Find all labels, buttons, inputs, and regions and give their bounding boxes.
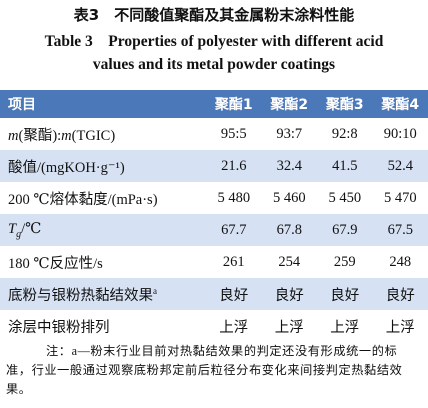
- label-part: /℃: [21, 220, 42, 237]
- value-cell: 93:7: [276, 125, 303, 142]
- table-row: 底粉与银粉热黏结效果a 良好 良好 良好 良好: [0, 278, 428, 310]
- label-part: g: [16, 228, 22, 240]
- label-part: (TGIC): [71, 127, 116, 144]
- footnote: 注：a—粉末行业目前对热黏结效果的判定还没有形成统一的标准，行业一般通过观察底粉…: [6, 344, 403, 396]
- value-cell: 67.7: [206, 214, 262, 246]
- label-part: T: [8, 220, 17, 237]
- row-label: 涂层中银粉排列: [8, 319, 110, 336]
- value-cell: 上浮: [274, 319, 304, 336]
- row-label: m(聚酯):m(TGIC): [0, 118, 206, 150]
- value-cell: 67.5: [372, 214, 428, 246]
- table-row: m(聚酯):m(TGIC) 95:5 93:7 92:8 90:10: [0, 118, 428, 150]
- table-title-cn: 表3 不同酸值聚酯及其金属粉末涂料性能: [73, 6, 355, 24]
- table-title-en: Table 3 Properties of polyester with dif…: [0, 30, 428, 76]
- row-label: 酸值/(mgKOH·g⁻¹): [0, 150, 206, 182]
- title-line: values and its metal powder coatings: [92, 56, 336, 73]
- value-cell: 5 480: [217, 189, 251, 206]
- row-label: Tg/℃: [0, 214, 206, 246]
- table-row: 涂层中银粉排列 上浮 上浮 上浮 上浮: [0, 310, 428, 342]
- label-part: 底粉与银粉热黏结效果: [8, 287, 153, 304]
- value-cell: 32.4: [261, 150, 317, 182]
- header-cell: 聚酯1: [206, 90, 262, 118]
- value-cell: 41.5: [317, 150, 373, 182]
- value-cell: 上浮: [219, 319, 249, 336]
- value-cell: 92:8: [331, 125, 358, 142]
- value-cell: 248: [389, 253, 412, 270]
- value-cell: 254: [278, 253, 301, 270]
- value-cell: 67.8: [261, 214, 317, 246]
- value-cell: 5 470: [383, 189, 417, 206]
- header-row: 项目 聚酯1 聚酯2 聚酯3 聚酯4: [0, 90, 428, 118]
- value-cell: 良好: [317, 278, 373, 310]
- value-cell: 52.4: [372, 150, 428, 182]
- value-cell: 上浮: [385, 319, 415, 336]
- label-part: m: [8, 127, 19, 144]
- title-line: Table 3 Properties of polyester with dif…: [44, 33, 384, 50]
- value-cell: 5 460: [272, 189, 306, 206]
- table-row: 180 ℃反应性/s 261 254 259 248: [0, 246, 428, 278]
- label-part: a: [153, 285, 157, 296]
- row-label: 200 ℃熔体黏度/(mPa·s): [8, 191, 158, 208]
- header-cell: 聚酯3: [317, 90, 373, 118]
- value-cell: 良好: [372, 278, 428, 310]
- table-body: m(聚酯):m(TGIC) 95:5 93:7 92:8 90:10 酸值/(mgKOH·…: [0, 118, 428, 342]
- value-cell: 上浮: [330, 319, 360, 336]
- properties-table: 项目 聚酯1 聚酯2 聚酯3 聚酯4 m(聚酯):m(TGIC) 95:5 93:7 92:8…: [0, 90, 428, 342]
- value-cell: 90:10: [383, 125, 417, 142]
- label-part: (聚酯):: [18, 127, 62, 144]
- value-cell: 67.9: [317, 214, 373, 246]
- value-cell: 259: [333, 253, 356, 270]
- header-cell: 聚酯2: [261, 90, 317, 118]
- row-label: 底粉与银粉热黏结效果a: [0, 278, 206, 310]
- value-cell: 良好: [206, 278, 262, 310]
- header-cell: 聚酯4: [372, 90, 428, 118]
- value-cell: 5 450: [328, 189, 362, 206]
- label-part: m: [61, 127, 72, 144]
- value-cell: 良好: [261, 278, 317, 310]
- table-row: 200 ℃熔体黏度/(mPa·s) 5 480 5 460 5 450 5 470: [0, 182, 428, 214]
- table-row: Tg/℃ 67.7 67.8 67.9 67.5: [0, 214, 428, 246]
- value-cell: 21.6: [206, 150, 262, 182]
- value-cell: 95:5: [220, 125, 247, 142]
- value-cell: 261: [222, 253, 245, 270]
- table-row: 酸值/(mgKOH·g⁻¹) 21.6 32.4 41.5 52.4: [0, 150, 428, 182]
- header-cell: 项目: [0, 90, 206, 118]
- row-label: 180 ℃反应性/s: [8, 255, 103, 272]
